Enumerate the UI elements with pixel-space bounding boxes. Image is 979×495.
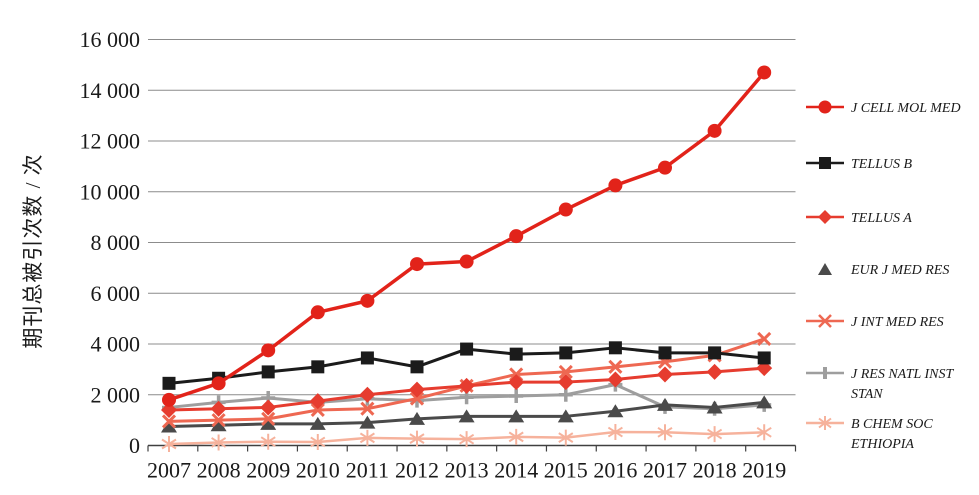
y-tick-label: 16 000	[80, 27, 141, 52]
x-tick-label: 2008	[197, 458, 241, 483]
y-grid-and-ticks: 0 2 000 4 000 6 000 8 000 10 000 12 000 14 000 1…	[80, 27, 796, 458]
series-b-chem-soc-ethiopia	[161, 424, 772, 452]
x-tick-label: 2010	[296, 458, 340, 483]
series-eur-j-med-res	[161, 395, 773, 433]
legend-item-eur-j-med-res: EUR J MED RES	[806, 261, 971, 281]
legend-label: J RES NATL INST STAN	[851, 367, 954, 402]
legend-label: J CELL MOL MED	[851, 101, 961, 116]
y-tick-label: 8 000	[91, 230, 141, 255]
x-tick-label: 2011	[346, 458, 389, 483]
legend-item-j-int-med-res: J INT MED RES	[806, 313, 971, 333]
series-j-cell-mol-med	[162, 65, 772, 407]
diamond-marker-icon	[806, 210, 844, 224]
legend-item-tellus-b: TELLUS B	[806, 155, 971, 175]
legend-label: TELLUS A	[851, 211, 912, 226]
circle-marker-icon	[806, 100, 844, 114]
x-tick-label: 2009	[246, 458, 290, 483]
y-tick-label: 14 000	[80, 78, 141, 103]
legend: J CELL MOL MED TELLUS B TELLUS A EUR J M…	[806, 0, 979, 495]
y-axis-title: 期刊总被引次数 / 次	[21, 153, 45, 349]
x-axis: 2007 2008 2009 2010 2011 2012 2013 2014 2015 2016…	[147, 444, 797, 483]
y-tick-label: 0	[129, 433, 140, 458]
x-tick-label: 2013	[445, 458, 489, 483]
legend-label: B CHEM SOC ETHIOPIA	[851, 417, 933, 452]
plus-marker-icon	[806, 367, 844, 379]
x-tick-label: 2017	[643, 458, 687, 483]
y-tick-label: 10 000	[80, 179, 141, 204]
y-tick-label: 6 000	[91, 281, 141, 306]
x-tick-label: 2015	[544, 458, 588, 483]
square-marker-icon	[806, 157, 844, 169]
x-tick-label: 2019	[742, 458, 786, 483]
x-marker-icon	[806, 314, 844, 328]
x-tick-label: 2012	[395, 458, 439, 483]
x-tick-label: 2007	[147, 458, 191, 483]
legend-label: EUR J MED RES	[851, 263, 950, 278]
x-tick-label: 2014	[494, 458, 538, 483]
legend-item-j-res-natl-inst-stan: J RES NATL INST STAN	[806, 365, 971, 404]
y-tick-label: 4 000	[91, 332, 141, 357]
legend-item-b-chem-soc-ethiopia: B CHEM SOC ETHIOPIA	[806, 415, 971, 454]
series-tellus-a	[161, 360, 773, 418]
legend-item-tellus-a: TELLUS A	[806, 209, 971, 229]
x-tick-label: 2018	[693, 458, 737, 483]
triangle-marker-icon	[818, 263, 832, 275]
legend-label: J INT MED RES	[851, 315, 944, 330]
y-tick-label: 2 000	[91, 382, 141, 407]
legend-item-j-cell-mol-med: J CELL MOL MED	[806, 99, 971, 119]
x-tick-label: 2016	[593, 458, 637, 483]
series-tellus-b	[162, 341, 771, 390]
legend-label: TELLUS B	[851, 157, 913, 172]
y-tick-label: 12 000	[80, 129, 141, 154]
asterisk-marker-icon	[806, 416, 844, 430]
